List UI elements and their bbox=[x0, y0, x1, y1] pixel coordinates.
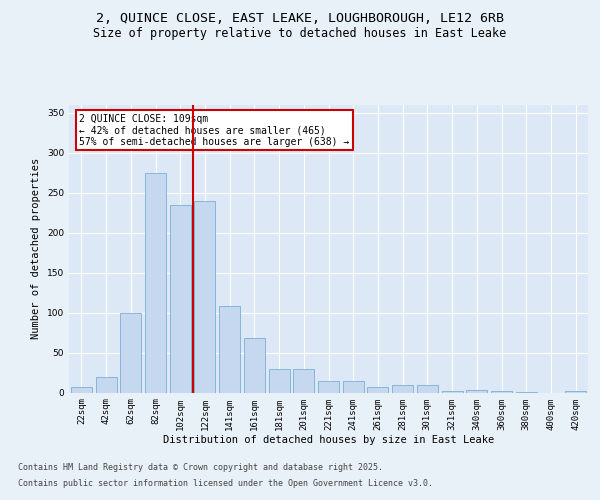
Bar bbox=[145, 173, 166, 392]
Y-axis label: Number of detached properties: Number of detached properties bbox=[31, 158, 41, 340]
Text: Contains public sector information licensed under the Open Government Licence v3: Contains public sector information licen… bbox=[18, 478, 433, 488]
Bar bbox=[392, 384, 413, 392]
Bar bbox=[170, 205, 191, 392]
Bar bbox=[367, 387, 388, 392]
Bar bbox=[244, 338, 265, 392]
Bar bbox=[219, 306, 240, 392]
Text: Contains HM Land Registry data © Crown copyright and database right 2025.: Contains HM Land Registry data © Crown c… bbox=[18, 464, 383, 472]
Bar bbox=[293, 368, 314, 392]
Bar bbox=[318, 380, 339, 392]
Bar bbox=[442, 391, 463, 392]
Text: Size of property relative to detached houses in East Leake: Size of property relative to detached ho… bbox=[94, 28, 506, 40]
Bar bbox=[491, 391, 512, 392]
Bar bbox=[269, 368, 290, 392]
Bar bbox=[417, 384, 438, 392]
Bar bbox=[120, 312, 141, 392]
Bar bbox=[343, 380, 364, 392]
Text: 2, QUINCE CLOSE, EAST LEAKE, LOUGHBOROUGH, LE12 6RB: 2, QUINCE CLOSE, EAST LEAKE, LOUGHBOROUG… bbox=[96, 12, 504, 26]
Text: 2 QUINCE CLOSE: 109sqm
← 42% of detached houses are smaller (465)
57% of semi-de: 2 QUINCE CLOSE: 109sqm ← 42% of detached… bbox=[79, 114, 350, 147]
Bar bbox=[466, 390, 487, 392]
Bar bbox=[71, 387, 92, 392]
Bar bbox=[95, 378, 116, 392]
Bar bbox=[194, 201, 215, 392]
X-axis label: Distribution of detached houses by size in East Leake: Distribution of detached houses by size … bbox=[163, 435, 494, 445]
Bar bbox=[565, 391, 586, 392]
